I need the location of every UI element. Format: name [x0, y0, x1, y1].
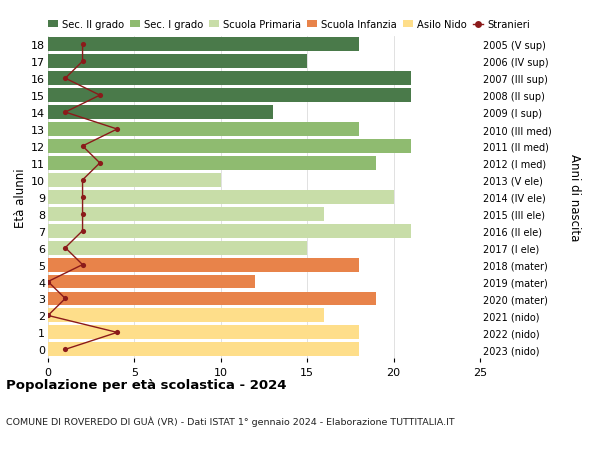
Point: [78, 194, 88, 201]
Point: [95, 160, 104, 167]
Text: Popolazione per età scolastica - 2024: Popolazione per età scolastica - 2024: [6, 379, 287, 392]
Point: [78, 261, 88, 269]
Point: [78, 177, 88, 184]
Point: [78, 58, 88, 66]
Bar: [48, 309, 325, 323]
Point: [61, 295, 70, 302]
Legend: Sec. II grado, Sec. I grado, Scuola Primaria, Scuola Infanzia, Asilo Nido, Stran: Sec. II grado, Sec. I grado, Scuola Prim…: [48, 20, 530, 30]
Bar: [48, 342, 359, 357]
Text: COMUNE DI ROVEREDO DI GUÀ (VR) - Dati ISTAT 1° gennaio 2024 - Elaborazione TUTTI: COMUNE DI ROVEREDO DI GUÀ (VR) - Dati IS…: [6, 415, 455, 426]
Point: [78, 211, 88, 218]
Bar: [48, 140, 411, 154]
Bar: [48, 38, 359, 52]
Bar: [48, 174, 221, 187]
Bar: [48, 241, 307, 255]
Point: [95, 92, 104, 100]
Bar: [48, 106, 272, 120]
Point: [112, 126, 122, 134]
Bar: [48, 190, 394, 204]
Point: [61, 346, 70, 353]
Point: [61, 109, 70, 117]
Bar: [48, 258, 359, 272]
Bar: [48, 123, 359, 137]
Bar: [48, 326, 359, 340]
Bar: [48, 275, 256, 289]
Bar: [48, 157, 376, 170]
Point: [43, 312, 53, 319]
Point: [78, 41, 88, 49]
Bar: [48, 55, 307, 69]
Y-axis label: Anni di nascita: Anni di nascita: [568, 154, 581, 241]
Bar: [48, 292, 376, 306]
Point: [43, 278, 53, 285]
Bar: [48, 89, 411, 103]
Point: [78, 228, 88, 235]
Bar: [48, 207, 325, 221]
Point: [61, 75, 70, 83]
Point: [61, 245, 70, 252]
Y-axis label: Età alunni: Età alunni: [14, 168, 27, 227]
Point: [78, 143, 88, 150]
Point: [112, 329, 122, 336]
Bar: [48, 72, 411, 86]
Bar: [48, 224, 411, 238]
